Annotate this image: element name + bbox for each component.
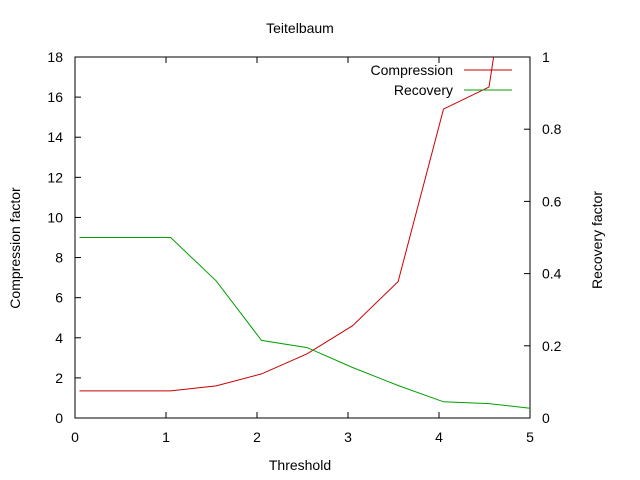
series-line-recovery <box>79 237 531 409</box>
y-tick-label: 2 <box>55 370 63 386</box>
x-tick-label: 5 <box>526 429 534 445</box>
x-axis-label: Threshold <box>269 457 331 473</box>
y-tick-label: 0 <box>55 410 63 426</box>
x-tick-label: 0 <box>71 429 79 445</box>
x-tick-label: 1 <box>162 429 170 445</box>
y2-tick-label: 0.4 <box>542 266 562 282</box>
y-tick-label: 14 <box>47 129 63 145</box>
y2-tick-label: 0.8 <box>542 121 562 137</box>
y-tick-label: 10 <box>47 209 63 225</box>
plot-frame <box>74 56 531 419</box>
x-tick-label: 4 <box>435 429 443 445</box>
legend-label-compression: Compression <box>371 62 453 78</box>
y-axis-label: Compression factor <box>7 187 23 309</box>
y-tick-label: 4 <box>55 330 63 346</box>
chart-title: Teitelbaum <box>266 20 334 36</box>
y-tick-label: 18 <box>47 49 63 65</box>
y-tick-label: 12 <box>47 169 63 185</box>
x-tick-label: 2 <box>253 429 261 445</box>
series-line-compression <box>79 56 495 392</box>
y-tick-label: 16 <box>47 89 63 105</box>
legend-label-recovery: Recovery <box>394 82 453 98</box>
plot-area: 0 1 2 3 4 502468101214161800.20.40.60.81Compr… <box>47 49 561 445</box>
y2-tick-label: 0.6 <box>542 193 562 209</box>
x-tick-label: 3 <box>344 429 352 445</box>
y2-axis-label: Recovery factor <box>589 191 605 289</box>
y2-tick-label: 0.2 <box>542 338 562 354</box>
y-tick-label: 8 <box>55 250 63 266</box>
y2-tick-label: 1 <box>542 49 550 65</box>
y2-tick-label: 0 <box>542 410 550 426</box>
y-tick-label: 6 <box>55 290 63 306</box>
